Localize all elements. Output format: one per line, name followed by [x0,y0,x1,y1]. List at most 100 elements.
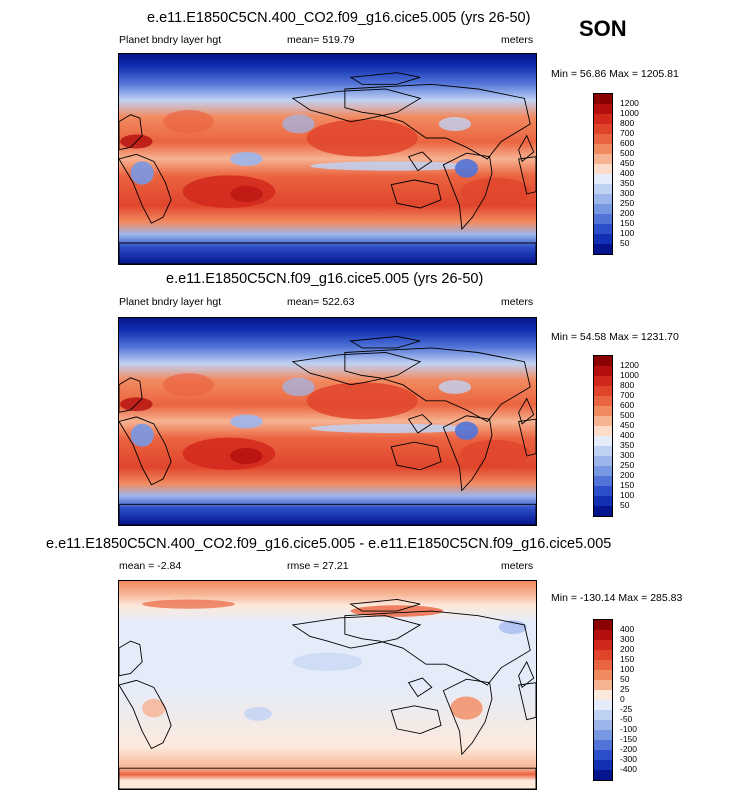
colorbar-swatch [594,700,612,710]
colorbar-tick-label: -200 [620,744,638,754]
colorbar-swatch [594,376,612,386]
colorbar-tick-label: 50 [620,674,630,684]
panel-1-map [118,53,537,265]
panel-1-minmax-label: Min = 56.86 Max = 1205.81 [551,68,679,80]
colorbar-tick-label: 800 [620,118,635,128]
colorbar-swatch [594,406,612,416]
colorbar-swatch [594,680,612,690]
colorbar-swatch [594,760,612,770]
colorbar-swatch [594,620,612,630]
colorbar-tick-label: -400 [620,764,638,774]
colorbar-tick-label: -300 [620,754,638,764]
panel-3-map [118,580,537,790]
colorbar-swatch [594,710,612,720]
colorbar-tick-label: 800 [620,380,635,390]
colorbar-tick-label: 200 [620,470,635,480]
colorbar-tick-label: 100 [620,490,635,500]
colorbar-tick-label: 400 [620,168,635,178]
colorbar-tick-label: -25 [620,704,633,714]
colorbar-swatch [594,466,612,476]
pbl-field-plot [119,54,536,264]
colorbar-swatch [594,660,612,670]
pbl-field-plot [119,318,536,525]
colorbar-tick-label: 450 [620,158,635,168]
colorbar-tick-label: -100 [620,724,638,734]
colorbar-tick-label: 1000 [620,108,639,118]
colorbar-tick-label: 250 [620,198,635,208]
panel-1-colorbar [593,93,613,255]
pbl-difference-plot [119,581,536,789]
colorbar-tick-label: 600 [620,400,635,410]
colorbar-swatch [594,486,612,496]
colorbar-tick-label: 200 [620,208,635,218]
colorbar-tick-label: 300 [620,634,635,644]
colorbar-tick-label: 200 [620,644,635,654]
colorbar-swatch [594,426,612,436]
colorbar-swatch [594,234,612,244]
colorbar-swatch [594,416,612,426]
colorbar-tick-label: 1000 [620,370,639,380]
colorbar-swatch [594,506,612,516]
colorbar-swatch [594,224,612,234]
colorbar-swatch [594,436,612,446]
colorbar-swatch [594,174,612,184]
panel-3-colorbar [593,619,613,781]
colorbar-tick-label: -150 [620,734,638,744]
colorbar-tick-label: 250 [620,460,635,470]
colorbar-tick-label: 700 [620,390,635,400]
colorbar-tick-label: 25 [620,684,630,694]
panel-2-map [118,317,537,526]
panel-1-units-label: meters [501,34,534,46]
panel-3-mean-label: mean = -2.84 [119,560,182,572]
colorbar-tick-label: 500 [620,410,635,420]
colorbar-swatch [594,650,612,660]
colorbar-tick-label: 50 [620,500,630,510]
panel-2-colorbar [593,355,613,517]
colorbar-swatch [594,194,612,204]
panel-2-mean-label: mean= 522.63 [287,296,355,308]
colorbar-tick-label: 400 [620,430,635,440]
colorbar-tick-label: 450 [620,420,635,430]
colorbar-tick-label: 150 [620,218,635,228]
colorbar-swatch [594,244,612,254]
colorbar-tick-label: 350 [620,440,635,450]
colorbar-swatch [594,134,612,144]
colorbar-swatch [594,396,612,406]
colorbar-tick-label: 1200 [620,360,639,370]
colorbar-swatch [594,456,612,466]
colorbar-swatch [594,124,612,134]
colorbar-tick-label: 300 [620,450,635,460]
colorbar-tick-label: 500 [620,148,635,158]
colorbar-swatch [594,496,612,506]
colorbar-tick-label: 600 [620,138,635,148]
colorbar-swatch [594,770,612,780]
panel-2-variable-label: Planet bndry layer hgt [119,296,222,308]
colorbar-tick-label: 300 [620,188,635,198]
panel-3-units-label: meters [501,560,534,572]
colorbar-tick-label: 50 [620,238,630,248]
colorbar-swatch [594,164,612,174]
panel-3-minmax-label: Min = -130.14 Max = 285.83 [551,592,683,604]
colorbar-swatch [594,366,612,376]
colorbar-swatch [594,690,612,700]
colorbar-swatch [594,630,612,640]
colorbar-tick-label: 100 [620,664,635,674]
panel-2-units-label: meters [501,296,534,308]
colorbar-swatch [594,740,612,750]
colorbar-tick-label: 1200 [620,98,639,108]
colorbar-tick-label: 150 [620,480,635,490]
panel-1-title: e.e11.E1850C5CN.400_CO2.f09_g16.cice5.00… [147,10,531,26]
colorbar-tick-label: 700 [620,128,635,138]
colorbar-swatch [594,730,612,740]
colorbar-swatch [594,94,612,104]
colorbar-swatch [594,670,612,680]
colorbar-swatch [594,720,612,730]
panel-2-title: e.e11.E1850C5CN.f09_g16.cice5.005 (yrs 2… [166,271,484,287]
colorbar-swatch [594,184,612,194]
colorbar-tick-label: 400 [620,624,635,634]
colorbar-swatch [594,356,612,366]
colorbar-swatch [594,154,612,164]
colorbar-swatch [594,386,612,396]
colorbar-swatch [594,114,612,124]
colorbar-swatch [594,446,612,456]
